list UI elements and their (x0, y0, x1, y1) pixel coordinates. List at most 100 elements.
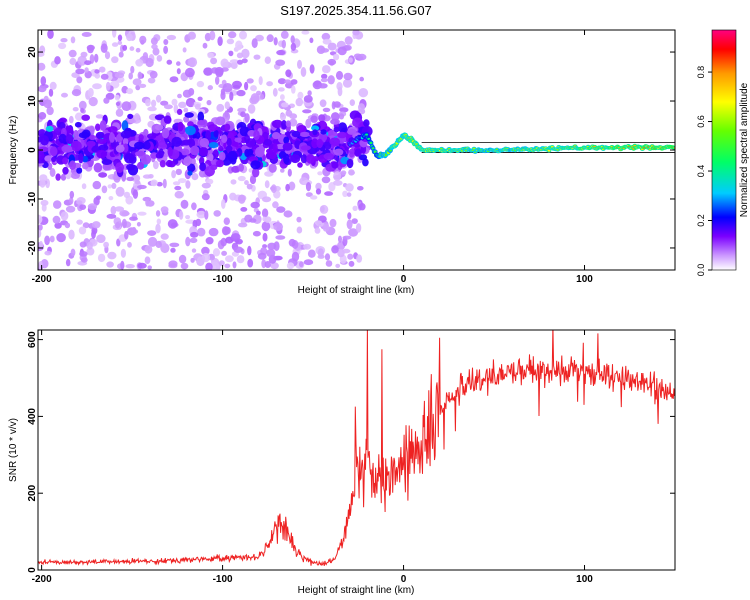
heat-cell (296, 216, 302, 223)
heat-cell (280, 94, 285, 101)
heat-cell (182, 89, 192, 98)
heat-cell (309, 64, 315, 74)
heat-cell (266, 81, 273, 87)
heat-cell (340, 170, 347, 176)
heat-cell (112, 30, 117, 38)
heat-cell (201, 182, 211, 189)
heat-cell (182, 47, 187, 53)
heat-cell (322, 223, 330, 232)
heat-cell (76, 219, 83, 225)
heat-cell (303, 243, 312, 250)
heat-cell (206, 100, 212, 106)
heat-cell (156, 218, 161, 225)
heat-cell (228, 50, 234, 57)
heat-cell (285, 120, 291, 128)
heat-cell (215, 116, 226, 126)
heat-cell (176, 108, 183, 115)
heat-cell (348, 57, 353, 63)
heat-cell (339, 107, 349, 113)
heat-cell (335, 70, 344, 80)
heat-cell (362, 158, 369, 167)
heat-cell (38, 224, 43, 231)
heat-cell (65, 134, 74, 145)
heat-cell (160, 233, 169, 240)
y-tick-label: 0 (27, 567, 38, 573)
heat-cell (60, 211, 69, 221)
heat-cell (220, 88, 225, 96)
heat-cell (266, 148, 274, 154)
heat-cell (56, 233, 66, 243)
heat-cell (216, 159, 224, 168)
heat-cell (221, 226, 230, 236)
spectrogram-xlabel: Height of straight line (km) (298, 285, 415, 296)
heat-cell (247, 258, 254, 268)
heat-cell (191, 173, 199, 181)
heat-cell (80, 257, 88, 263)
heat-cell (51, 156, 57, 162)
heat-cell (320, 78, 328, 83)
heat-cell (224, 101, 230, 110)
heat-cell (117, 40, 123, 45)
heat-cell (290, 35, 295, 44)
colorbar-tick-label: 0.6 (696, 115, 706, 128)
heat-cell (196, 210, 207, 219)
heat-cell (288, 181, 296, 191)
heat-cell (218, 260, 225, 266)
colorbar-tick-label: 0.4 (696, 165, 706, 178)
heat-cell (301, 30, 310, 35)
heat-cell (307, 90, 312, 96)
y-tick-label: -20 (27, 240, 38, 255)
heat-cell (244, 133, 251, 144)
heat-cell (348, 260, 355, 267)
heat-cell (263, 139, 273, 146)
heat-cell (78, 100, 87, 110)
heat-cell (156, 181, 163, 187)
heat-cell (185, 67, 195, 78)
heat-cell (290, 79, 298, 85)
heat-cell (78, 153, 84, 164)
heat-cell (106, 213, 117, 219)
heat-cell (218, 145, 224, 152)
heat-cell (291, 130, 301, 138)
heat-cell (204, 166, 215, 177)
heat-cell (91, 230, 96, 239)
heat-cell (222, 83, 233, 93)
x-tick-label: -200 (32, 274, 52, 285)
heat-cell (139, 83, 147, 88)
heat-cell (224, 263, 231, 269)
heat-cell (321, 176, 331, 184)
heat-cell (144, 245, 153, 254)
heat-cell (321, 73, 328, 79)
heat-cell (319, 99, 327, 108)
heat-cell (247, 104, 256, 114)
heat-cell (297, 91, 304, 100)
heat-cell (68, 49, 77, 58)
spectrogram-ylabel: Frequency (Hz) (8, 116, 19, 185)
heat-cell (96, 234, 106, 244)
heat-cell (44, 155, 54, 162)
heat-cell (72, 107, 79, 112)
heat-cell (137, 184, 147, 190)
heat-cell (94, 69, 100, 74)
heat-cell (300, 154, 308, 164)
heat-cell (305, 182, 312, 192)
heat-cell (327, 42, 337, 51)
heat-cell (187, 99, 194, 107)
heat-cell (348, 228, 359, 237)
heat-cell (163, 39, 169, 45)
heat-cell (210, 261, 220, 270)
heat-cell (264, 261, 271, 268)
heat-cell (283, 153, 290, 165)
heat-cell (104, 51, 111, 60)
heat-cell (78, 226, 87, 235)
heat-cell (246, 78, 254, 84)
heat-cell (43, 99, 52, 109)
heat-cell (229, 91, 234, 101)
heat-cell (303, 259, 314, 266)
heat-cell (208, 153, 214, 162)
heat-cell (100, 43, 108, 53)
heat-cell (152, 47, 160, 56)
heat-cell (92, 180, 102, 190)
heat-cell (185, 236, 191, 247)
heat-cell (264, 216, 272, 223)
